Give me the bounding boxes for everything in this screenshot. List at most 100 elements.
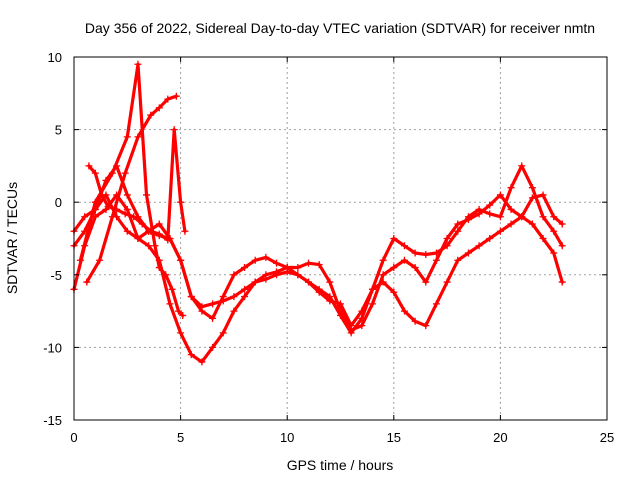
data-point xyxy=(507,184,515,192)
data-point xyxy=(162,271,170,279)
data-point xyxy=(198,303,206,311)
series-arc-5 xyxy=(76,60,187,319)
data-point xyxy=(83,278,91,286)
data-point xyxy=(432,256,440,264)
y-tick-label: 5 xyxy=(55,123,62,138)
data-point xyxy=(411,264,419,272)
data-point xyxy=(550,249,558,257)
data-point xyxy=(315,288,323,296)
data-point xyxy=(164,95,172,103)
data-point xyxy=(539,191,547,199)
data-point xyxy=(181,227,189,235)
data-point xyxy=(187,351,195,359)
data-point xyxy=(486,201,494,209)
data-point xyxy=(294,264,302,272)
data-point xyxy=(91,198,99,206)
data-point xyxy=(558,220,566,228)
data-point xyxy=(496,191,504,199)
data-point xyxy=(230,293,238,301)
data-point xyxy=(368,300,376,308)
data-point xyxy=(539,213,547,221)
y-tick-label: -10 xyxy=(43,340,62,355)
data-point xyxy=(486,210,494,218)
data-point xyxy=(172,92,180,100)
data-point xyxy=(177,329,185,337)
data-point xyxy=(219,329,227,337)
data-point xyxy=(104,203,112,211)
data-point xyxy=(168,285,176,293)
data-point xyxy=(174,307,182,315)
x-tick-label: 25 xyxy=(600,430,614,445)
data-point xyxy=(130,213,138,221)
data-point xyxy=(305,259,313,267)
data-point xyxy=(273,271,281,279)
data-point xyxy=(230,271,238,279)
data-point xyxy=(121,210,129,218)
data-point xyxy=(528,184,536,192)
data-point xyxy=(422,250,430,258)
series-line xyxy=(78,62,185,318)
data-point xyxy=(123,205,131,213)
x-tick-label: 10 xyxy=(280,430,294,445)
data-point xyxy=(151,242,159,250)
data-point xyxy=(379,256,387,264)
data-point xyxy=(558,242,566,250)
data-point xyxy=(187,293,195,301)
data-point xyxy=(177,256,185,264)
data-point xyxy=(91,169,99,177)
data-point xyxy=(108,169,116,177)
data-point xyxy=(315,261,323,269)
data-series xyxy=(70,60,566,366)
data-point xyxy=(147,111,155,119)
data-point xyxy=(251,278,259,286)
data-point xyxy=(219,297,227,305)
data-point xyxy=(443,278,451,286)
y-tick-label: 0 xyxy=(55,195,62,210)
data-point xyxy=(81,213,89,221)
data-point xyxy=(155,220,163,228)
data-point xyxy=(179,311,187,319)
data-point xyxy=(475,242,483,250)
data-point xyxy=(550,227,558,235)
data-point xyxy=(209,343,217,351)
data-point xyxy=(422,278,430,286)
data-point xyxy=(85,162,93,170)
y-tick-label: -5 xyxy=(50,268,62,283)
data-point xyxy=(358,322,366,330)
data-point xyxy=(326,297,334,305)
data-point xyxy=(98,191,106,199)
data-point xyxy=(518,162,526,170)
data-point xyxy=(326,278,334,286)
data-point xyxy=(358,307,366,315)
series-arc-3 xyxy=(70,191,566,330)
data-point xyxy=(113,205,121,213)
data-point xyxy=(209,300,217,308)
axis-ticks: 0 5 10 15 20 25 -15 -10 -5 0 5 10 xyxy=(43,50,614,445)
data-point xyxy=(96,256,104,264)
data-point xyxy=(443,235,451,242)
data-point xyxy=(241,293,249,301)
data-point xyxy=(262,275,270,283)
data-point xyxy=(347,322,355,330)
chart-title: Day 356 of 2022, Sidereal Day-to-day VTE… xyxy=(85,20,595,36)
data-point xyxy=(134,60,142,68)
data-point xyxy=(464,249,472,257)
data-point xyxy=(138,220,146,228)
data-point xyxy=(209,314,217,322)
data-point xyxy=(368,285,376,293)
data-point xyxy=(528,194,536,202)
data-point xyxy=(273,259,281,267)
data-point xyxy=(432,300,440,308)
data-point xyxy=(486,235,494,242)
data-point xyxy=(550,213,558,221)
data-point xyxy=(147,227,155,235)
data-point xyxy=(337,300,344,308)
data-point xyxy=(166,300,174,308)
data-point xyxy=(134,133,142,141)
data-point xyxy=(123,191,131,199)
data-point xyxy=(155,264,163,272)
data-point xyxy=(507,220,515,228)
data-point xyxy=(400,242,408,250)
x-tick-label: 20 xyxy=(493,430,507,445)
